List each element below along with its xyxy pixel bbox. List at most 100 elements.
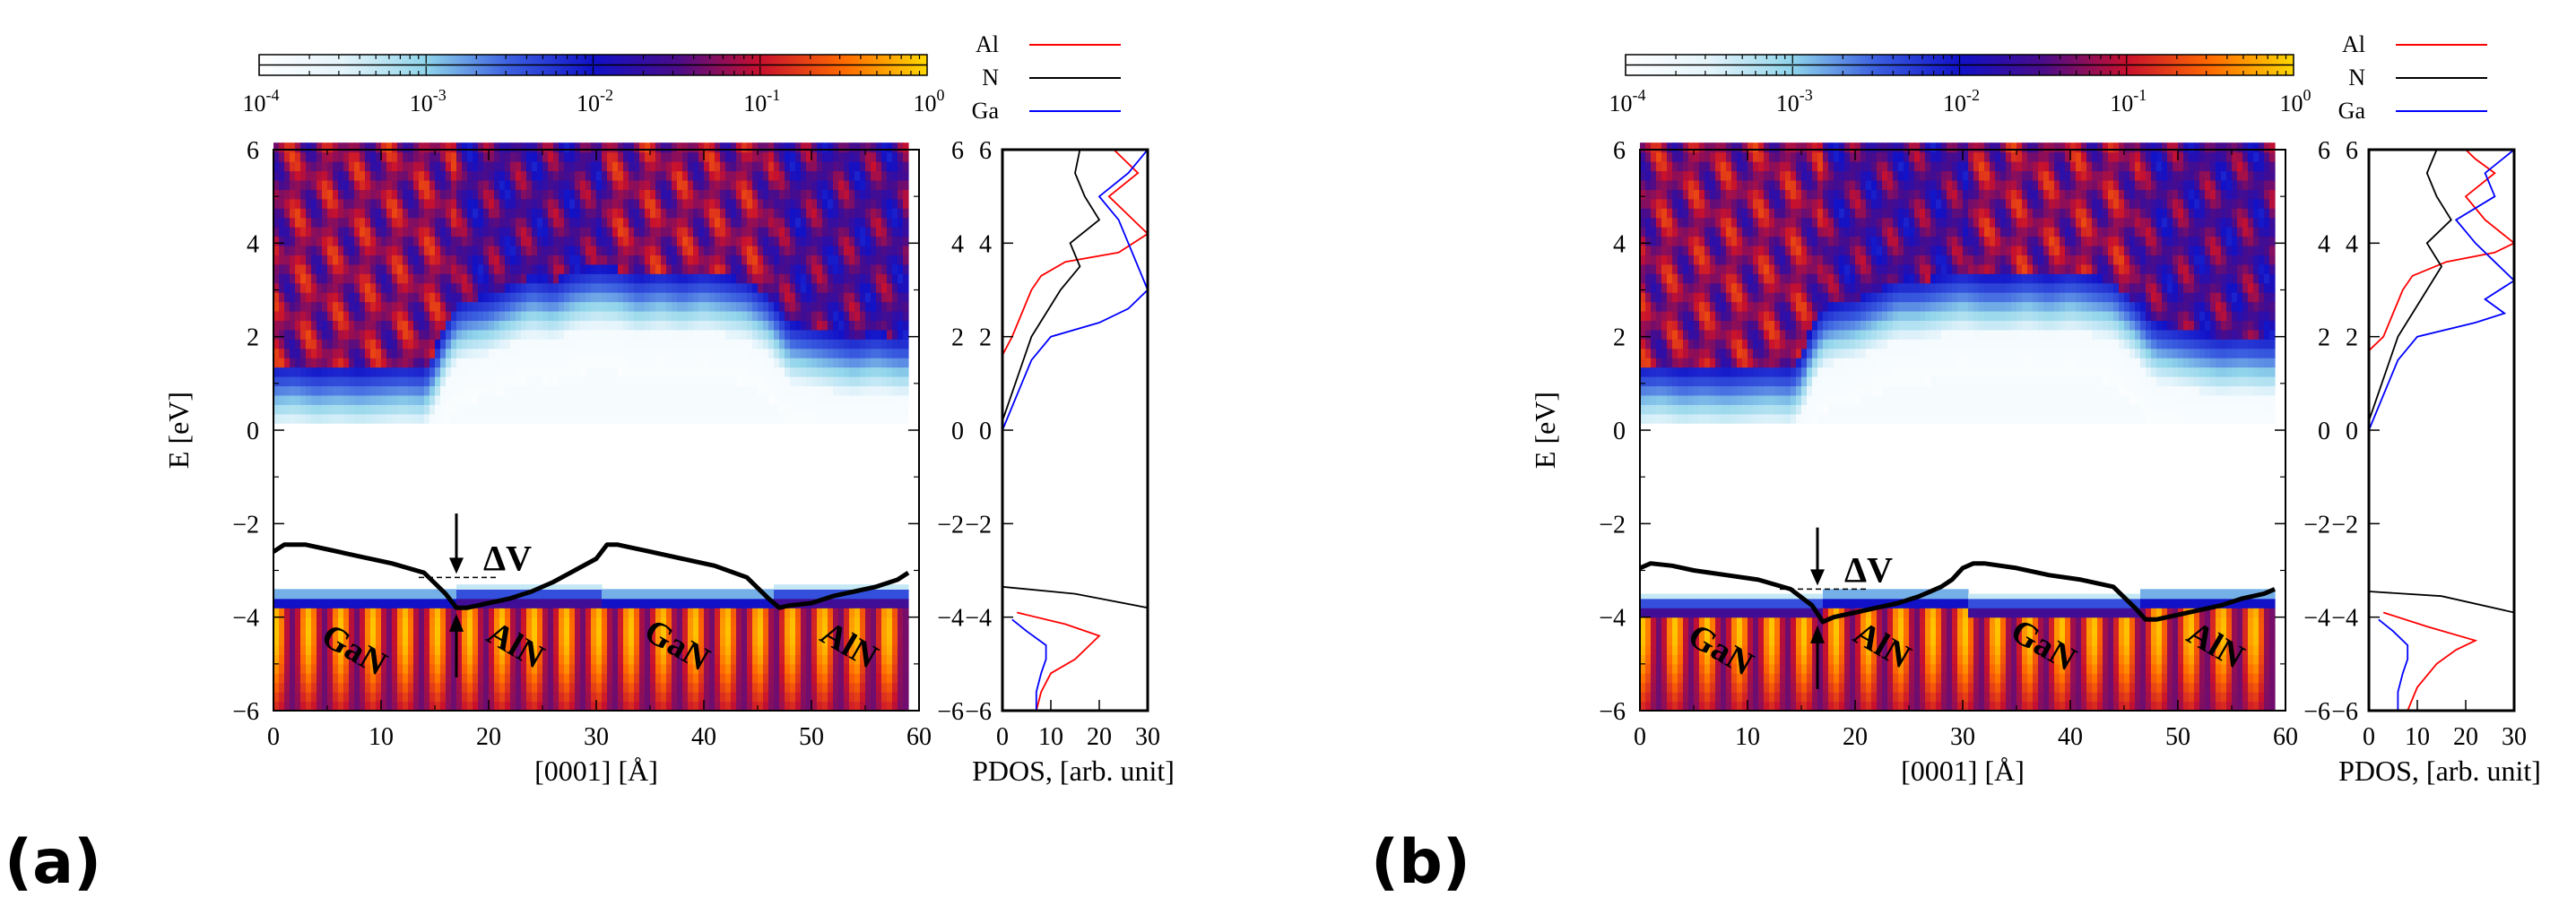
heatmap-cell — [661, 208, 667, 219]
heatmap-cell — [903, 413, 909, 424]
heatmap-cell — [801, 404, 807, 415]
heatmap-cell — [290, 227, 296, 237]
heatmap-cell — [607, 348, 613, 358]
heatmap-cell — [795, 161, 802, 172]
heatmap-cell — [602, 227, 608, 237]
heatmap-cell — [392, 179, 398, 190]
heatmap-cell — [785, 348, 791, 358]
heatmap-cell — [408, 142, 414, 153]
heatmap-cell — [553, 626, 559, 637]
heatmap-cell — [467, 367, 473, 377]
heatmap-cell — [317, 151, 323, 162]
heatmap-cell — [317, 376, 323, 387]
heatmap-cell — [489, 404, 495, 415]
heatmap-cell — [634, 301, 640, 312]
heatmap-cell — [849, 376, 855, 387]
heatmap-cell — [300, 385, 307, 396]
heatmap-cell — [462, 320, 468, 331]
heatmap-cell — [440, 404, 447, 415]
heatmap-cell — [828, 310, 834, 322]
heatmap-cell — [408, 376, 414, 387]
heatmap-cell — [580, 170, 586, 181]
heatmap-cell — [349, 608, 355, 618]
heatmap-cell — [892, 245, 898, 255]
heatmap-cell — [585, 635, 592, 646]
heatmap-cell — [462, 663, 468, 674]
heatmap-cell — [634, 151, 640, 162]
heatmap-cell — [559, 617, 565, 627]
heatmap-cell — [898, 320, 904, 331]
heatmap-cell — [537, 282, 543, 293]
heatmap-cell — [462, 413, 468, 424]
heatmap-cell — [871, 292, 877, 303]
heatmap-cell — [688, 273, 694, 284]
heatmap-cell — [898, 385, 904, 396]
heatmap-cell — [397, 170, 403, 181]
heatmap-cell — [408, 682, 414, 693]
heatmap-cell — [758, 682, 764, 693]
heatmap-cell — [580, 151, 586, 162]
heatmap-cell — [532, 589, 538, 600]
heatmap-cell — [499, 198, 506, 209]
heatmap-cell — [403, 673, 409, 684]
heatmap-cell — [661, 236, 667, 246]
heatmap-cell — [876, 255, 882, 265]
heatmap-cell — [408, 348, 414, 358]
heatmap-cell — [343, 245, 350, 255]
heatmap-cell — [677, 236, 683, 246]
heatmap-cell — [618, 255, 624, 265]
heatmap-cell — [698, 617, 705, 627]
heatmap-cell — [564, 608, 570, 618]
heatmap-cell — [731, 682, 737, 693]
heatmap-cell — [903, 263, 909, 274]
heatmap-cell — [698, 292, 705, 303]
heatmap-cell — [510, 151, 516, 162]
heatmap-cell — [838, 198, 845, 209]
heatmap-cell — [607, 329, 613, 340]
heatmap-cell — [795, 608, 802, 618]
heatmap-cell — [354, 227, 360, 237]
heatmap-cell — [704, 170, 710, 181]
heatmap-cell — [317, 635, 323, 646]
heatmap-cell — [456, 663, 463, 674]
heatmap-cell — [655, 227, 662, 237]
heatmap-cell — [709, 301, 716, 312]
heatmap-cell — [833, 208, 839, 219]
heatmap-cell — [284, 245, 291, 255]
heatmap-cell — [779, 701, 785, 712]
heatmap-cell — [483, 367, 490, 377]
heatmap-cell — [489, 608, 495, 618]
heatmap-cell — [462, 263, 468, 274]
heatmap-cell — [698, 208, 705, 219]
heatmap-cell — [408, 236, 414, 246]
heatmap-cell — [542, 245, 549, 255]
heatmap-cell — [742, 208, 748, 219]
heatmap-cell — [408, 292, 414, 303]
heatmap-cell — [306, 367, 312, 377]
heatmap-cell — [580, 589, 586, 600]
heatmap-cell — [311, 367, 317, 377]
heatmap-cell — [774, 376, 780, 387]
heatmap-cell — [279, 654, 285, 665]
heatmap-cell — [860, 189, 866, 200]
heatmap-cell — [623, 376, 629, 387]
heatmap-cell — [386, 208, 393, 219]
heatmap-cell — [693, 189, 699, 200]
heatmap-cell — [720, 654, 726, 665]
heatmap-cell — [585, 227, 592, 237]
heatmap-cell — [871, 404, 877, 415]
heatmap-cell — [462, 682, 468, 693]
heatmap-cell — [591, 236, 597, 246]
heatmap-cell — [467, 310, 473, 322]
heatmap-cell — [494, 348, 500, 358]
heatmap-cell — [526, 179, 533, 190]
heatmap-cell — [322, 617, 328, 627]
heatmap-cell — [559, 217, 565, 228]
heatmap-cell — [725, 161, 732, 172]
heatmap-cell — [311, 635, 317, 646]
heatmap-cell — [451, 227, 457, 237]
heatmap-cell — [360, 339, 366, 349]
heatmap-cell — [408, 217, 414, 228]
heatmap-cell — [419, 255, 425, 265]
heatmap-cell — [655, 358, 662, 368]
